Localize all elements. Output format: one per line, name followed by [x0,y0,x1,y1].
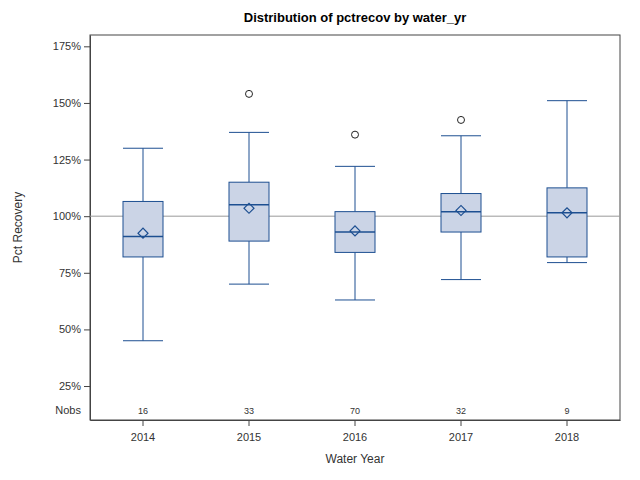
x-tick: 2018 [555,420,579,443]
outlier [246,90,253,97]
x-tick: 2017 [449,420,473,443]
x-tick-mark [143,420,144,426]
box-group [123,148,163,341]
y-tick: 175% [53,40,90,52]
y-tick-label: 150% [53,97,81,109]
box-group [335,131,375,300]
y-tick-mark [84,46,90,47]
y-tick-mark [84,216,90,217]
y-tick: 25% [59,380,90,392]
y-tick: 100% [53,210,90,222]
whisker [355,166,356,211]
y-tick: 125% [53,154,90,166]
whisker-cap [441,279,481,280]
x-axis: 2014 2015 2016 2017 2018 [91,420,621,443]
whisker [461,232,462,280]
y-tick-mark [84,103,90,104]
whisker-cap [123,148,163,149]
whisker [249,132,250,182]
x-tick-label: 2014 [131,431,155,443]
x-tick-mark [567,420,568,426]
y-axis-title: Pct Recovery [11,192,25,263]
y-tick-mark [84,329,90,330]
plot-frame [90,35,620,420]
box [335,212,375,253]
whisker [461,136,462,194]
chart-title: Distribution of pctrecov by water_yr [244,10,467,25]
y-tick-label: 25% [59,380,81,392]
whisker-cap [547,262,587,263]
x-tick-mark [249,420,250,426]
y-tick-label: 100% [53,210,81,222]
nobs-value: 9 [564,406,569,416]
box [441,194,481,233]
plot-marks [90,90,620,340]
whisker-cap [335,166,375,167]
outlier [458,116,465,123]
whisker-cap [335,299,375,300]
x-tick-label: 2018 [555,431,579,443]
whisker-cap [441,135,481,136]
mean-marker [456,206,466,216]
whisker-cap [229,284,269,285]
outlier [352,131,359,138]
y-tick-mark [84,273,90,274]
y-tick-label: 125% [53,154,81,166]
x-tick: 2015 [237,420,261,443]
nobs-value: 33 [244,406,254,416]
y-tick: 150% [53,97,90,109]
box-group [547,101,587,263]
y-tick: 50% [59,323,90,335]
mean-marker [350,226,360,236]
chart: 25%50%75%100%125%150%175%201420152016201… [0,0,640,480]
y-tick-label: 50% [59,323,81,335]
nobs-value: 70 [350,406,360,416]
median-line [123,236,163,238]
box [547,188,587,257]
mean-marker [138,228,148,238]
mean-marker [562,208,572,218]
whisker-cap [547,100,587,101]
y-axis-line [90,36,91,421]
nobs-label: Nobs [55,404,81,416]
x-tick-label: 2015 [237,431,261,443]
y-tick: 75% [59,267,90,279]
y-tick-label: 175% [53,40,81,52]
x-tick-mark [355,420,356,426]
whisker-cap [123,340,163,341]
x-tick-mark [461,420,462,426]
x-tick: 2014 [131,420,155,443]
median-line [335,231,375,233]
y-tick-mark [84,160,90,161]
x-tick-label: 2016 [343,431,367,443]
box [123,201,163,256]
whisker [249,241,250,284]
mean-marker [244,203,254,213]
whisker-cap [229,132,269,133]
y-axis: 25% 50% 75% 100% 125% 150% 175% [53,36,91,421]
whisker [355,252,356,300]
box-group [229,90,269,284]
x-tick-label: 2017 [449,431,473,443]
x-axis-title: Water Year [326,452,385,466]
whisker [567,101,568,188]
whisker [143,257,144,341]
nobs-value: 16 [138,406,148,416]
median-line [229,204,269,206]
box-group [441,116,481,279]
whisker [567,257,568,263]
y-tick-label: 75% [59,267,81,279]
median-line [441,211,481,213]
whisker [143,148,144,201]
y-tick-mark [84,386,90,387]
box [229,182,269,241]
median-line [547,212,587,214]
x-tick: 2016 [343,420,367,443]
nobs-value: 32 [456,406,466,416]
